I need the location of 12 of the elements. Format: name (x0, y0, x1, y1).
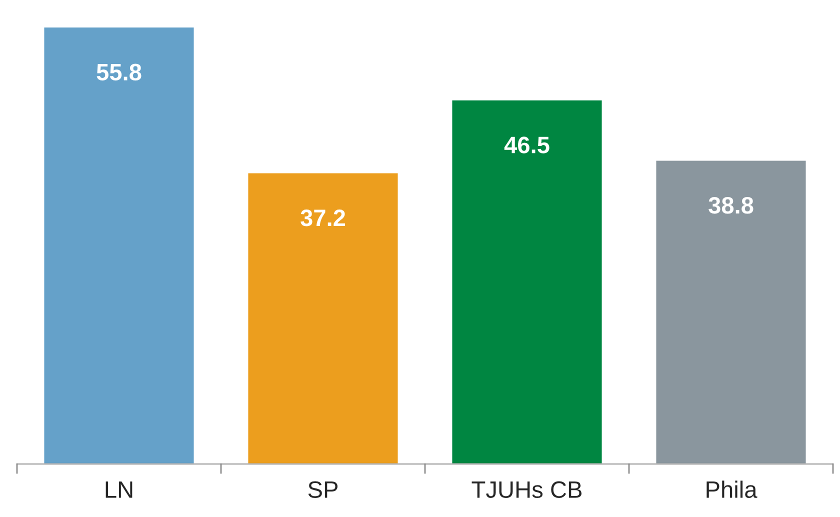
data-label: 46.5 (504, 136, 550, 154)
x-tick-label: Phila (706, 480, 758, 498)
x-tick-label: LN (106, 482, 132, 498)
bar (246, 172, 400, 464)
data-label: 55.8 (96, 64, 142, 81)
bar (450, 99, 604, 464)
bar (42, 26, 196, 464)
data-label: 38.8 (708, 196, 754, 214)
data-label: 37.2 (300, 210, 346, 226)
bar (654, 159, 808, 464)
x-tick-label: SP (308, 481, 338, 498)
x-tick-label: TJUHs CB (472, 481, 582, 498)
